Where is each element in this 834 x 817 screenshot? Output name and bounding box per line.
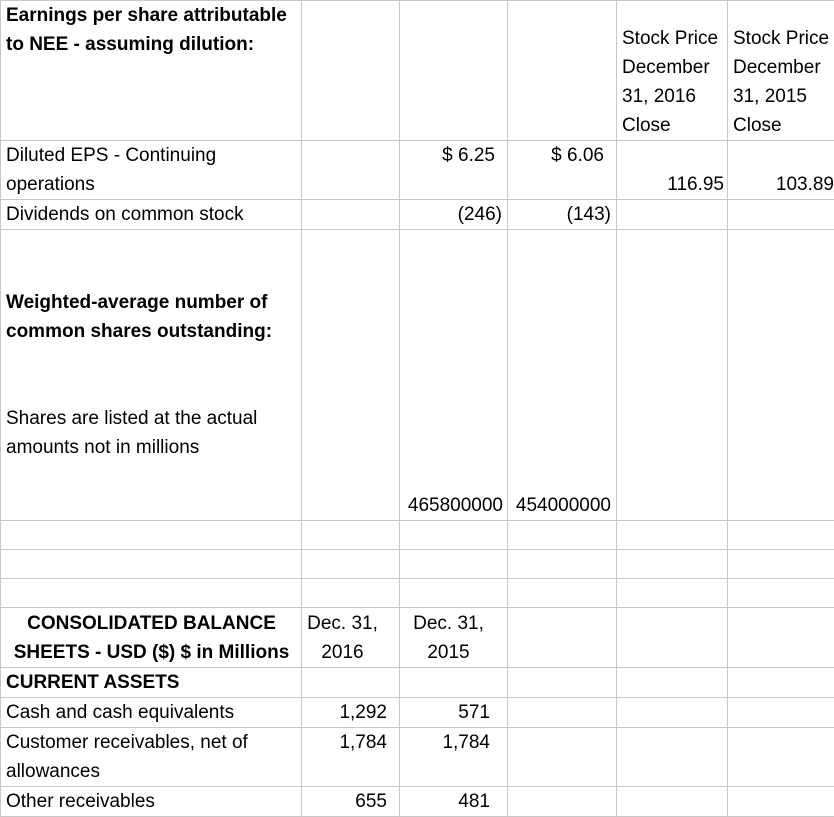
empty-cell[interactable] (0, 520, 302, 550)
empty-cell[interactable] (727, 549, 834, 579)
row-weighted-shares: Weighted-average number of common shares… (0, 229, 834, 521)
cell-diluted-eps-label[interactable]: Diluted EPS - Continuing operations (0, 140, 302, 200)
empty-cell[interactable] (301, 520, 400, 550)
cell-dividends-2016[interactable]: (246) (399, 199, 508, 230)
empty-cell[interactable] (616, 786, 728, 817)
empty-cell[interactable] (616, 727, 728, 787)
empty-cell[interactable] (616, 578, 728, 608)
empty-cell[interactable] (399, 549, 508, 579)
row-current-assets-header: CURRENT ASSETS (0, 667, 834, 698)
cell-shares-2016[interactable]: 465800000 (399, 229, 508, 521)
empty-cell[interactable] (727, 727, 834, 787)
empty-cell[interactable] (301, 667, 400, 698)
empty-cell[interactable] (616, 199, 728, 230)
empty-cell[interactable] (0, 578, 302, 608)
empty-cell[interactable] (727, 697, 834, 728)
empty-cell[interactable] (727, 520, 834, 550)
cell-dividends-label[interactable]: Dividends on common stock (0, 199, 302, 230)
empty-cell[interactable] (399, 0, 508, 141)
empty-cell[interactable] (727, 786, 834, 817)
empty-cell[interactable] (301, 199, 400, 230)
empty-cell[interactable] (507, 0, 617, 141)
empty-cell[interactable] (301, 578, 400, 608)
row-eps-header: Earnings per share attributable to NEE -… (0, 0, 834, 141)
cell-stock-price-2016-header[interactable]: Stock Price December 31, 2016 Close (616, 0, 728, 141)
cell-shares-2015[interactable]: 454000000 (507, 229, 617, 521)
empty-cell[interactable] (301, 229, 400, 521)
cell-row-2016[interactable]: 1,292 (301, 697, 400, 728)
cell-row-2015[interactable]: 571 (399, 697, 508, 728)
cell-stock-price-2015-header[interactable]: Stock Price December 31, 2015 Close (727, 0, 834, 141)
cell-row-label[interactable]: Other receivables (0, 786, 302, 817)
empty-cell[interactable] (727, 607, 834, 668)
row-empty (0, 578, 834, 608)
table-row: Cash and cash equivalents 1,292 571 (0, 697, 834, 728)
weighted-shares-label-note: Shares are listed at the actual amounts … (6, 408, 258, 458)
empty-cell[interactable] (507, 520, 617, 550)
cell-diluted-eps-2016[interactable]: $ 6.25 (399, 140, 508, 200)
empty-cell[interactable] (616, 607, 728, 668)
cell-row-label[interactable]: Customer receivables, net of allowances (0, 727, 302, 787)
cell-row-2016[interactable]: 655 (301, 786, 400, 817)
empty-cell[interactable] (301, 549, 400, 579)
empty-cell[interactable] (616, 667, 728, 698)
cell-weighted-shares-label[interactable]: Weighted-average number of common shares… (0, 229, 302, 521)
row-dividends: Dividends on common stock (246) (143) (0, 199, 834, 230)
row-diluted-eps: Diluted EPS - Continuing operations $ 6.… (0, 140, 834, 200)
empty-cell[interactable] (727, 199, 834, 230)
row-empty (0, 520, 834, 550)
empty-cell[interactable] (507, 786, 617, 817)
cell-row-label[interactable]: Cash and cash equivalents (0, 697, 302, 728)
cell-current-assets-header[interactable]: CURRENT ASSETS (0, 667, 302, 698)
empty-cell[interactable] (727, 229, 834, 521)
empty-cell[interactable] (301, 0, 400, 141)
cell-col-header-2016[interactable]: Dec. 31, 2016 (301, 607, 400, 668)
row-balance-title: CONSOLIDATED BALANCE SHEETS - USD ($) $ … (0, 607, 834, 668)
cell-row-2015[interactable]: 1,784 (399, 727, 508, 787)
empty-cell[interactable] (616, 697, 728, 728)
empty-cell[interactable] (301, 140, 400, 200)
empty-cell[interactable] (616, 229, 728, 521)
empty-cell[interactable] (727, 578, 834, 608)
empty-cell[interactable] (507, 549, 617, 579)
empty-cell[interactable] (507, 578, 617, 608)
empty-cell[interactable] (0, 549, 302, 579)
empty-cell[interactable] (399, 667, 508, 698)
empty-cell[interactable] (616, 520, 728, 550)
empty-cell[interactable] (399, 578, 508, 608)
empty-cell[interactable] (507, 727, 617, 787)
cell-row-2015[interactable]: 481 (399, 786, 508, 817)
cell-dividends-2015[interactable]: (143) (507, 199, 617, 230)
empty-cell[interactable] (507, 607, 617, 668)
empty-cell[interactable] (727, 667, 834, 698)
weighted-shares-label-bold: Weighted-average number of common shares… (6, 292, 273, 342)
cell-diluted-eps-2015[interactable]: $ 6.06 (507, 140, 617, 200)
row-empty (0, 549, 834, 579)
table-row: Customer receivables, net of allowances … (0, 727, 834, 787)
cell-eps-title[interactable]: Earnings per share attributable to NEE -… (0, 0, 302, 141)
empty-cell[interactable] (507, 697, 617, 728)
cell-balance-title[interactable]: CONSOLIDATED BALANCE SHEETS - USD ($) $ … (0, 607, 302, 668)
cell-stock-price-2016-value[interactable]: 116.95 (616, 140, 728, 200)
table-row: Other receivables 655 481 (0, 786, 834, 817)
cell-col-header-2015[interactable]: Dec. 31, 2015 (399, 607, 508, 668)
cell-row-2016[interactable]: 1,784 (301, 727, 400, 787)
empty-cell[interactable] (507, 667, 617, 698)
cell-stock-price-2015-value[interactable]: 103.89 (727, 140, 834, 200)
empty-cell[interactable] (616, 549, 728, 579)
empty-cell[interactable] (399, 520, 508, 550)
